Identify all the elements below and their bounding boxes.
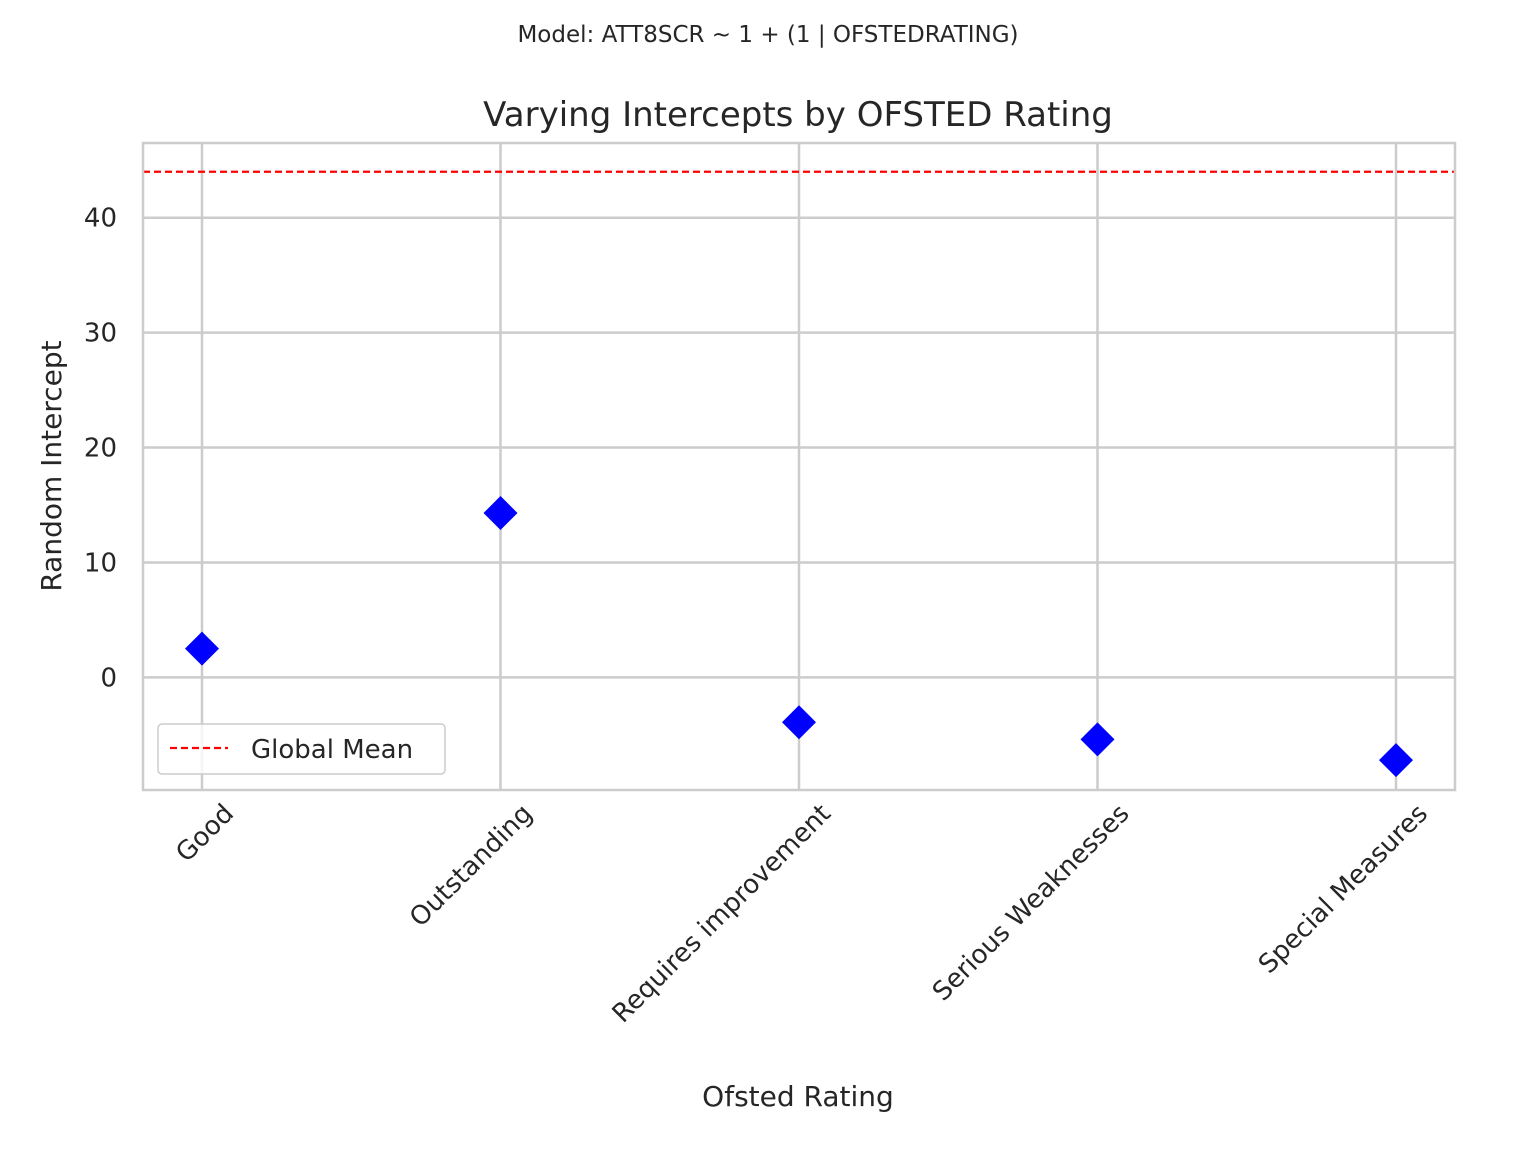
data-point-special-measures	[1379, 743, 1413, 778]
chart-suptitle: Model: ATT8SCR ~ 1 + (1 | OFSTEDRATING)	[517, 22, 1018, 48]
x-tick-label: Serious Weaknesses	[927, 799, 1136, 1008]
x-tick-label: Outstanding	[404, 799, 538, 933]
y-tick-label: 40	[84, 204, 117, 234]
data-point-outstanding	[483, 496, 518, 531]
chart-title: Varying Intercepts by OFSTED Rating	[483, 95, 1113, 135]
data-point-requires-improvement	[782, 705, 816, 740]
legend-box	[157, 723, 446, 775]
plot-frame	[141, 141, 1457, 792]
data-point-good	[185, 631, 219, 666]
data-points	[185, 496, 1413, 778]
x-axis-ticks: Good Outstanding Requires improvement Serio…	[170, 799, 1434, 1029]
legend-label: Global Mean	[251, 735, 413, 765]
x-axis-label: Ofsted Rating	[702, 1080, 894, 1113]
y-tick-label: 20	[84, 434, 117, 464]
x-tick-label: Good	[170, 799, 240, 869]
y-axis-label: Random Intercept	[35, 340, 68, 591]
x-tick-label: Special Measures	[1253, 799, 1434, 980]
y-axis-ticks: 0 10 20 30 40	[84, 204, 117, 694]
y-tick-label: 0	[100, 663, 117, 693]
y-tick-label: 10	[84, 548, 117, 578]
y-tick-label: 30	[84, 319, 117, 349]
x-tick-label: Requires improvement	[607, 799, 837, 1029]
legend: Global Mean	[157, 723, 446, 775]
data-point-serious-weaknesses	[1080, 722, 1115, 757]
grid-lines	[143, 143, 1455, 790]
